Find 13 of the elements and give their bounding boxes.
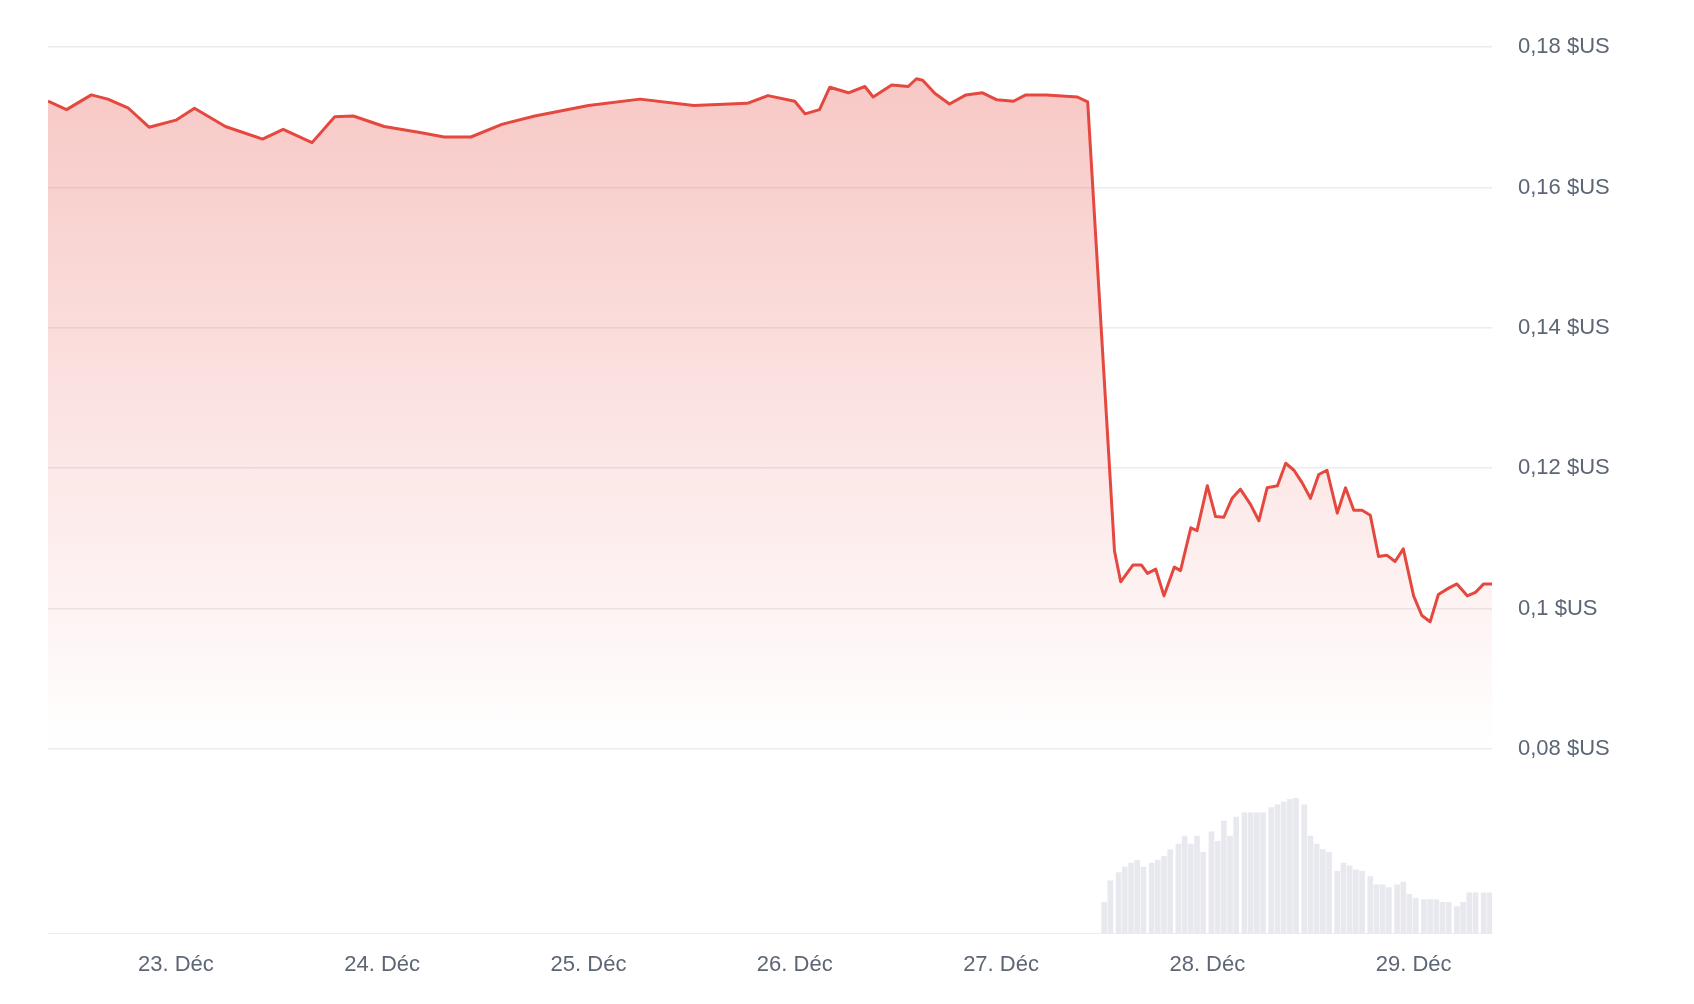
y-tick-label: 0,16 $US xyxy=(1518,173,1610,199)
x-tick-label: 28. Déc xyxy=(1169,950,1246,976)
x-tick-label: 29. Déc xyxy=(1375,950,1452,976)
y-tick-label: 0,14 $US xyxy=(1518,313,1610,339)
x-tick-label: 26. Déc xyxy=(756,950,833,976)
y-tick-label: 0,18 $US xyxy=(1518,33,1610,59)
x-tick-label: 24. Déc xyxy=(344,950,421,976)
y-tick-label: 0,12 $US xyxy=(1518,454,1610,480)
y-tick-label: 0,1 $US xyxy=(1518,594,1598,620)
x-tick-label: 25. Déc xyxy=(550,950,627,976)
x-tick-label: 27. Déc xyxy=(963,950,1039,976)
x-tick-label: 23. Déc xyxy=(137,950,214,976)
y-tick-label: 0,08 $US xyxy=(1518,734,1610,760)
